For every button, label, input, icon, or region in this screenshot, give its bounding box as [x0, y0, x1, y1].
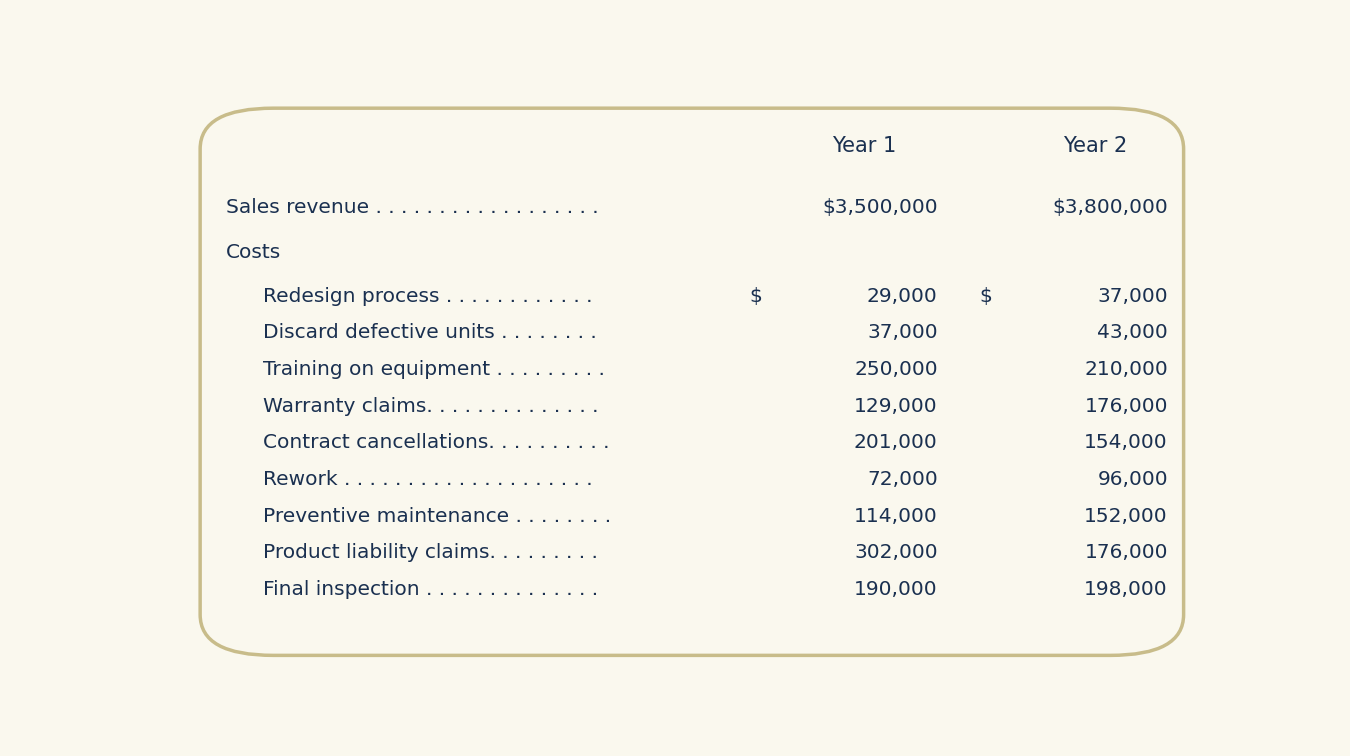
Text: 72,000: 72,000 [867, 470, 938, 489]
Text: Warranty claims. . . . . . . . . . . . . .: Warranty claims. . . . . . . . . . . . .… [263, 397, 598, 416]
Text: 302,000: 302,000 [855, 544, 938, 562]
Text: 29,000: 29,000 [867, 287, 938, 305]
Text: 176,000: 176,000 [1084, 397, 1168, 416]
Text: Product liability claims. . . . . . . . .: Product liability claims. . . . . . . . … [263, 544, 598, 562]
Text: 190,000: 190,000 [855, 580, 938, 599]
Text: 250,000: 250,000 [855, 360, 938, 379]
Text: Rework . . . . . . . . . . . . . . . . . . . .: Rework . . . . . . . . . . . . . . . . .… [263, 470, 593, 489]
Text: Year 1: Year 1 [833, 136, 896, 156]
Text: 154,000: 154,000 [1084, 433, 1168, 452]
Text: $: $ [749, 287, 763, 305]
Text: Redesign process . . . . . . . . . . . .: Redesign process . . . . . . . . . . . . [263, 287, 593, 305]
Text: Sales revenue . . . . . . . . . . . . . . . . . .: Sales revenue . . . . . . . . . . . . . … [227, 197, 599, 217]
Text: 176,000: 176,000 [1084, 544, 1168, 562]
Text: $3,500,000: $3,500,000 [822, 197, 938, 217]
Text: 201,000: 201,000 [855, 433, 938, 452]
Text: Costs: Costs [227, 243, 282, 262]
Text: 129,000: 129,000 [855, 397, 938, 416]
Text: 96,000: 96,000 [1098, 470, 1168, 489]
Text: 37,000: 37,000 [1098, 287, 1168, 305]
Text: 43,000: 43,000 [1098, 324, 1168, 342]
Text: 114,000: 114,000 [855, 507, 938, 525]
Text: Discard defective units . . . . . . . .: Discard defective units . . . . . . . . [263, 324, 597, 342]
Text: 152,000: 152,000 [1084, 507, 1168, 525]
Text: Preventive maintenance . . . . . . . .: Preventive maintenance . . . . . . . . [263, 507, 612, 525]
Text: 198,000: 198,000 [1084, 580, 1168, 599]
Text: Final inspection . . . . . . . . . . . . . .: Final inspection . . . . . . . . . . . .… [263, 580, 598, 599]
FancyBboxPatch shape [200, 108, 1184, 655]
Text: 210,000: 210,000 [1084, 360, 1168, 379]
Text: Training on equipment . . . . . . . . .: Training on equipment . . . . . . . . . [263, 360, 605, 379]
Text: $: $ [980, 287, 992, 305]
Text: $3,800,000: $3,800,000 [1052, 197, 1168, 217]
Text: 37,000: 37,000 [867, 324, 938, 342]
Text: Contract cancellations. . . . . . . . . .: Contract cancellations. . . . . . . . . … [263, 433, 609, 452]
Text: Year 2: Year 2 [1062, 136, 1127, 156]
